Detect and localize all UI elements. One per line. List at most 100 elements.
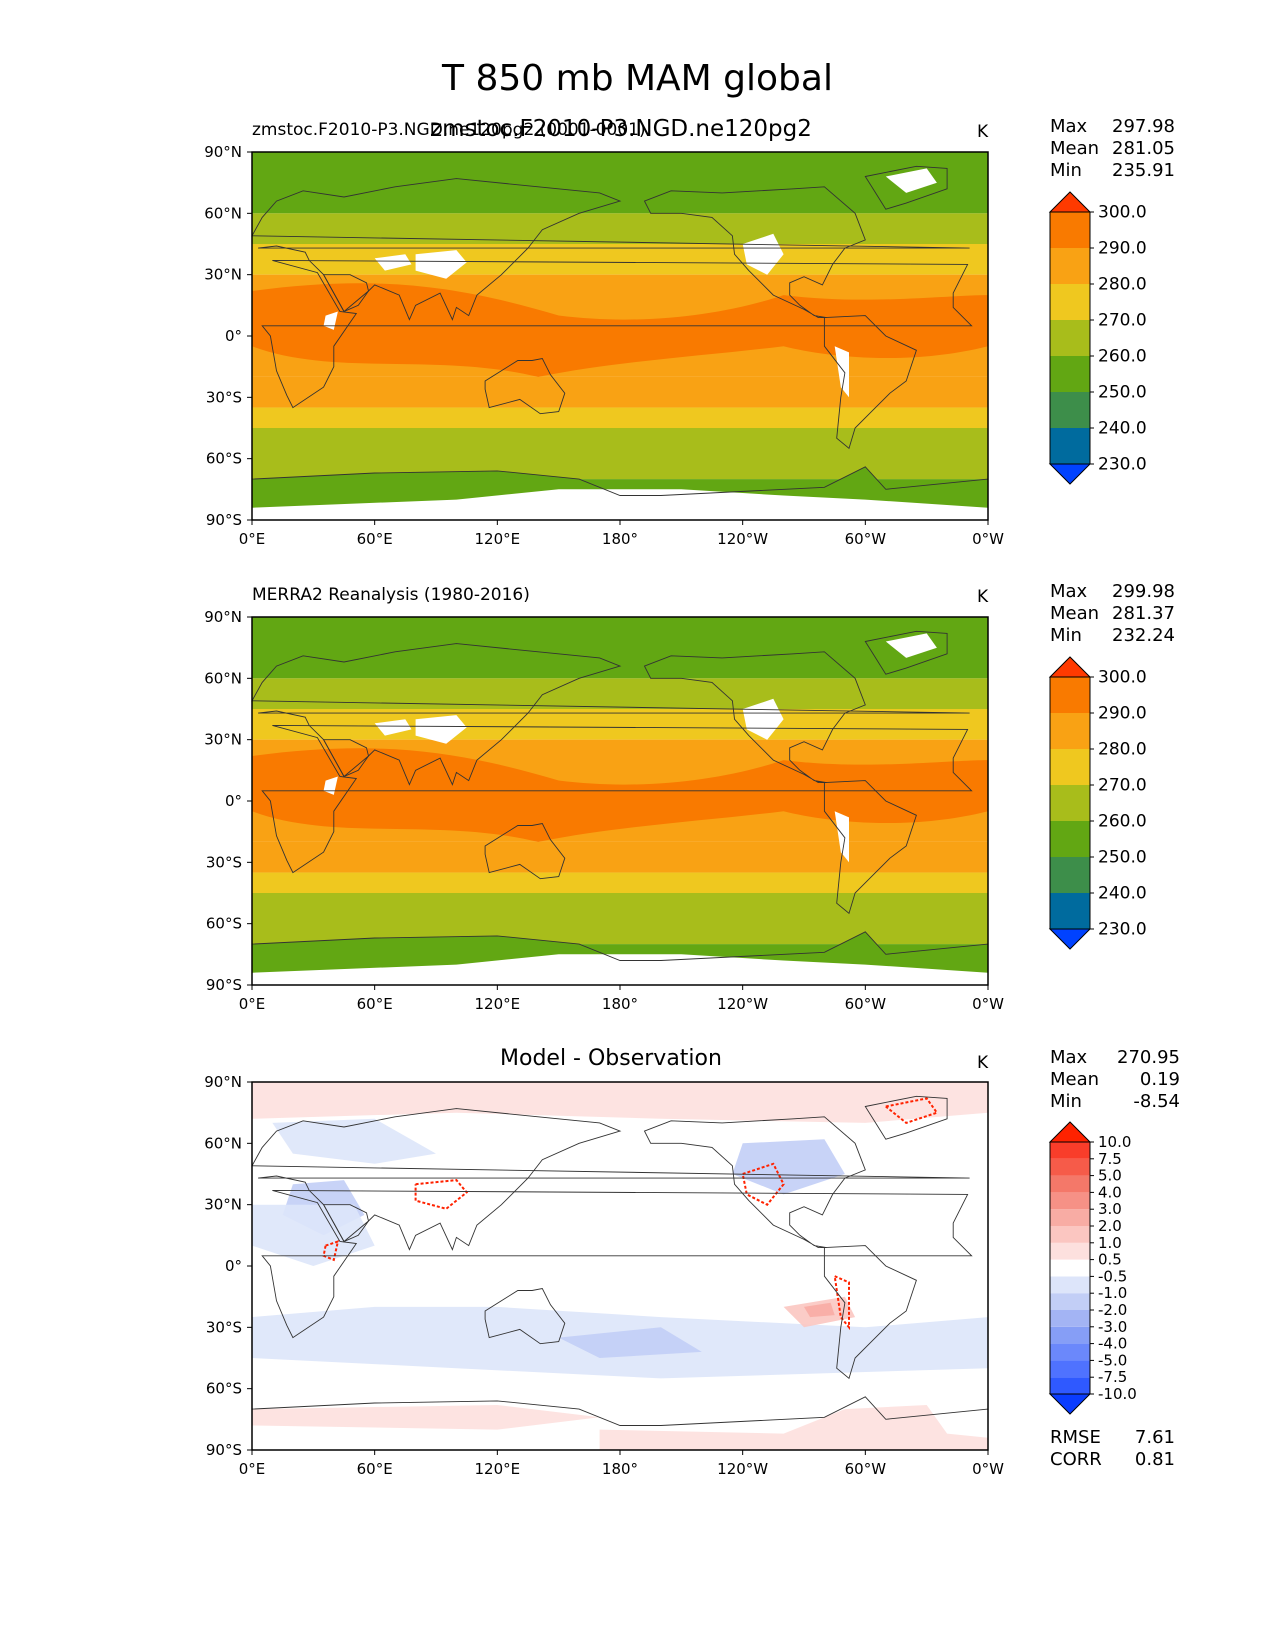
colorbar-label: 280.0 xyxy=(1098,275,1147,295)
lon-tick-label: 120°E xyxy=(475,530,521,548)
coastline-antarctica xyxy=(251,466,989,496)
colorbar-segment xyxy=(1050,1343,1090,1361)
elevation-mask xyxy=(885,633,937,658)
panel-2-stats: Max 299.98 Mean 281.37 Min 232.24 xyxy=(1050,581,1175,647)
elevation-mask xyxy=(323,311,338,330)
lat-tick-label: 90°N xyxy=(204,608,242,626)
stat-max-label: Max xyxy=(1050,581,1088,602)
colorbar-segment xyxy=(1050,821,1090,857)
elevation-mask xyxy=(415,250,467,279)
coastline-nam xyxy=(643,1116,866,1249)
lat-tick-label: 60°N xyxy=(204,669,242,687)
lon-tick-label: 0°W xyxy=(972,995,1004,1013)
coastline-arabia xyxy=(322,274,369,313)
diff-region xyxy=(252,1082,988,1123)
colorbar-label: 240.0 xyxy=(1098,419,1147,439)
coastline-nam xyxy=(643,186,866,319)
lat-tick-label: 90°N xyxy=(204,1073,242,1091)
lon-tick-label: 60°W xyxy=(845,1460,887,1478)
colorbar-label: -4.0 xyxy=(1098,1335,1127,1353)
panel-3-label: Model - Observation xyxy=(500,1046,722,1071)
lat-tick-label: 60°N xyxy=(204,1134,242,1152)
field-band xyxy=(252,709,988,740)
stat-mean-value: 0.19 xyxy=(1139,1069,1180,1090)
panel-3-axes: 90°N 60°N 30°N 0° 30°S 60°S 90°S0°E 60°E 120°E 18… xyxy=(204,1073,1004,1478)
stat-max-value: 297.98 xyxy=(1112,116,1175,137)
lon-tick-label: 0°E xyxy=(239,995,266,1013)
panel-3-units: K xyxy=(977,1053,989,1073)
lat-tick-label: 60°N xyxy=(204,204,242,222)
map-frame xyxy=(251,616,989,986)
colorbar-segment xyxy=(1050,212,1090,248)
colorbar-label: 0.5 xyxy=(1098,1251,1122,1269)
lon-tick-label: 60°E xyxy=(357,995,393,1013)
coastline-antarctica xyxy=(251,1396,989,1426)
lon-tick-label: 60°W xyxy=(845,995,887,1013)
map-frame xyxy=(251,1081,989,1451)
panel-1-stats: Max 297.98 Mean 281.05 Min 235.91 xyxy=(1050,116,1175,182)
lat-tick-label: 60°S xyxy=(206,450,242,468)
diff-region xyxy=(804,1302,835,1318)
colorbar-segment xyxy=(1050,785,1090,821)
field-band xyxy=(252,152,988,214)
lon-tick-label: 60°E xyxy=(357,530,393,548)
panel-1-colorbar: 230.0 240.0 250.0 260.0 270.0 280.0 290.0 300.0 xyxy=(1048,191,1147,485)
panel-2-map xyxy=(251,617,989,985)
stat-mean-label: Mean xyxy=(1050,603,1100,624)
lon-tick-label: 0°W xyxy=(972,1460,1004,1478)
colorbar-label: 270.0 xyxy=(1098,311,1147,331)
field-band xyxy=(252,428,988,480)
lat-tick-label: 30°S xyxy=(206,388,242,406)
stat-min-label: Min xyxy=(1050,625,1082,646)
panel-2-units: K xyxy=(977,587,989,607)
colorbar-outline xyxy=(1049,1141,1091,1395)
colorbar-label: -0.5 xyxy=(1098,1267,1127,1285)
colorbar-segment xyxy=(1050,749,1090,785)
lat-tick-label: 60°S xyxy=(206,915,242,933)
elevation-contour xyxy=(833,1275,850,1331)
colorbar-segment xyxy=(1050,893,1090,929)
coastline-nam xyxy=(643,651,866,784)
colorbar-segment xyxy=(1050,392,1090,428)
elevation-mask xyxy=(323,776,338,795)
diff-region xyxy=(599,1405,988,1450)
overlay-subtitle: zmstoc.F2010-P3.NGD.ne120pg2 xyxy=(430,116,812,142)
diff-region xyxy=(732,1139,845,1195)
diff-region xyxy=(252,1204,375,1266)
stat-max-value: 270.95 xyxy=(1117,1047,1180,1068)
colorbar-label: -1.0 xyxy=(1098,1284,1127,1302)
field-band xyxy=(252,617,988,679)
coastline-africa xyxy=(261,1189,973,1339)
panel-3-stats: Max 270.95 Mean 0.19 Min -8.54 xyxy=(1050,1047,1180,1113)
warm-pool-region xyxy=(252,283,988,377)
colorbar-segment xyxy=(1050,1310,1090,1327)
stat-max-value: 299.98 xyxy=(1112,581,1175,602)
colorbar-label: 250.0 xyxy=(1098,848,1147,868)
diff-region xyxy=(252,1405,600,1430)
coastline-africa xyxy=(261,259,973,409)
colorbar-segment xyxy=(1050,1293,1090,1310)
panel-3-metrics: RMSE 7.61 CORR 0.81 xyxy=(1050,1427,1175,1471)
coastline-sam xyxy=(823,780,917,915)
lat-tick-label: 30°N xyxy=(204,1196,242,1214)
stat-min-value: -8.54 xyxy=(1133,1091,1180,1112)
colorbar-extend-high xyxy=(1048,656,1092,678)
lon-tick-label: 120°W xyxy=(717,530,768,548)
colorbar-label: -5.0 xyxy=(1098,1351,1127,1369)
colorbar-segment xyxy=(1050,1276,1090,1294)
lat-tick-label: 0° xyxy=(225,1257,242,1275)
colorbar-label: 5.0 xyxy=(1098,1167,1122,1185)
elevation-mask xyxy=(834,346,849,398)
coastline-africa xyxy=(261,724,973,874)
colorbar-outline xyxy=(1049,676,1091,930)
colorbar-label: 10.0 xyxy=(1098,1133,1131,1151)
diff-region xyxy=(558,1327,702,1358)
field-band xyxy=(252,893,988,945)
panel-2-axes: 90°N 60°N 30°N 0° 30°S 60°S 90°S0°E 60°E 120°E 18… xyxy=(204,608,1004,1013)
coastline-greenland xyxy=(864,165,948,210)
colorbar-label: -3.0 xyxy=(1098,1318,1127,1336)
colorbar-label: -10.0 xyxy=(1098,1385,1137,1403)
lat-tick-label: 90°S xyxy=(206,511,242,529)
lon-tick-label: 60°E xyxy=(357,1460,393,1478)
colorbar-label: 230.0 xyxy=(1098,920,1147,940)
